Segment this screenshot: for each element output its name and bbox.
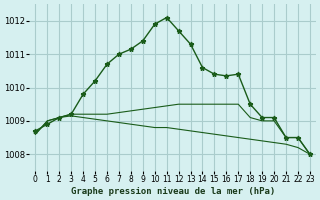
X-axis label: Graphe pression niveau de la mer (hPa): Graphe pression niveau de la mer (hPa) <box>70 187 275 196</box>
